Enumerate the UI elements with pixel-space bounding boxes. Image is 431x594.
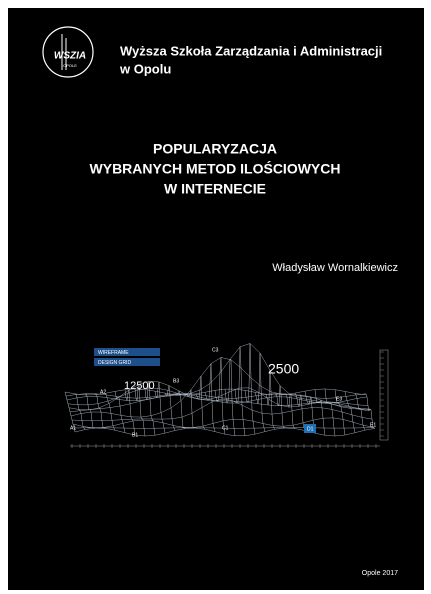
- cover: WSZIA OPOLE Wyższa Szkoła Zarządzania i …: [0, 0, 431, 594]
- graphic-label: D1: [307, 426, 314, 432]
- title-line: W INTERNECIE: [164, 181, 266, 197]
- graphic-label: A2: [100, 389, 106, 395]
- graphic-label: C1: [222, 425, 229, 431]
- graphic-label: E3: [336, 396, 342, 402]
- graphic-legend: DESIGN GRID: [98, 360, 131, 366]
- graphic-label: B1: [132, 432, 138, 438]
- graphic-legend: WIREFRAME: [98, 350, 129, 356]
- title-line: POPULARYZACJA: [153, 141, 277, 157]
- logo-text: WSZIA: [54, 51, 86, 62]
- graphic-label: A1: [70, 425, 76, 431]
- title-line: WYBRANYCH METOD ILOŚCIOWYCH: [90, 160, 341, 177]
- graphic-label: C3: [212, 347, 219, 353]
- graphic-number: 2500: [268, 361, 299, 377]
- graphic-label: E1: [370, 422, 376, 428]
- institution-city: w Opolu: [119, 61, 171, 76]
- logo-subtext: OPOLE: [63, 63, 77, 68]
- graphic-label: B3: [173, 378, 179, 384]
- graphic-number: 12500: [124, 380, 155, 392]
- page: {"header": {"institution_line1": "Wyższa…: [0, 0, 431, 594]
- author: Władysław Wornalkiewicz: [272, 262, 398, 274]
- institution-name: Wyższa Szkoła Zarządzania i Administracj…: [120, 43, 382, 58]
- footer: Opole 2017: [362, 570, 398, 577]
- cover-background: [8, 8, 424, 590]
